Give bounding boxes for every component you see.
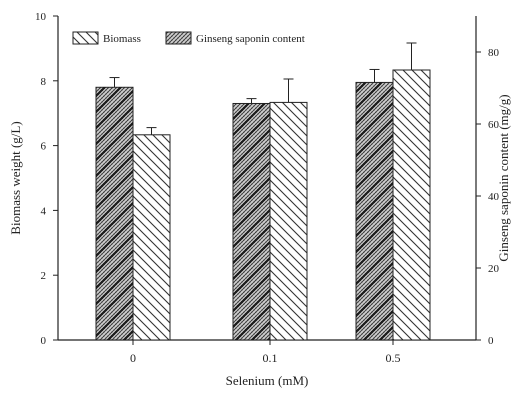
bars-group: [95, 42, 431, 341]
left-tick-label: 2: [41, 270, 47, 282]
x-axis-ticks: 0 0.1 0.5: [130, 340, 401, 365]
left-axis-ticks: 0 2 4 6 8 10: [35, 11, 58, 347]
left-tick-label: 6: [41, 141, 47, 153]
legend-label-biomass: Biomass: [103, 33, 141, 45]
bar-biomass-stripes: [96, 87, 133, 340]
legend-swatch-biomass: [72, 31, 99, 45]
right-tick-label: 40: [488, 191, 500, 203]
y2-axis-label: Ginseng saponin content (mg/g): [496, 94, 511, 261]
left-tick-label: 4: [41, 205, 47, 217]
y-axis-label: Biomass weight (g/L): [8, 121, 23, 234]
x-tick-label: 0.5: [386, 351, 401, 365]
x-axis-label: Selenium (mM): [226, 373, 309, 388]
right-tick-label: 0: [488, 335, 494, 347]
left-tick-label: 0: [41, 335, 47, 347]
left-tick-label: 10: [35, 11, 47, 23]
legend-label-saponin: Ginseng saponin content: [196, 33, 305, 45]
bar-biomass-stripes: [233, 103, 270, 340]
bar-saponin: [392, 69, 431, 341]
x-tick-label: 0: [130, 351, 136, 365]
bar-saponin: [132, 134, 171, 341]
left-tick-label: 8: [41, 76, 47, 88]
right-tick-label: 60: [488, 119, 500, 131]
bar-saponin: [269, 101, 308, 341]
bar-biomass-stripes: [356, 82, 393, 341]
right-axis-ticks: 0 20 40 60 80: [476, 47, 500, 347]
x-tick-label: 0.1: [263, 351, 278, 365]
right-tick-label: 20: [488, 263, 500, 275]
legend: Biomass Ginseng saponin content: [72, 31, 305, 45]
legend-swatch-saponin: [165, 31, 192, 45]
right-tick-label: 80: [488, 47, 500, 59]
